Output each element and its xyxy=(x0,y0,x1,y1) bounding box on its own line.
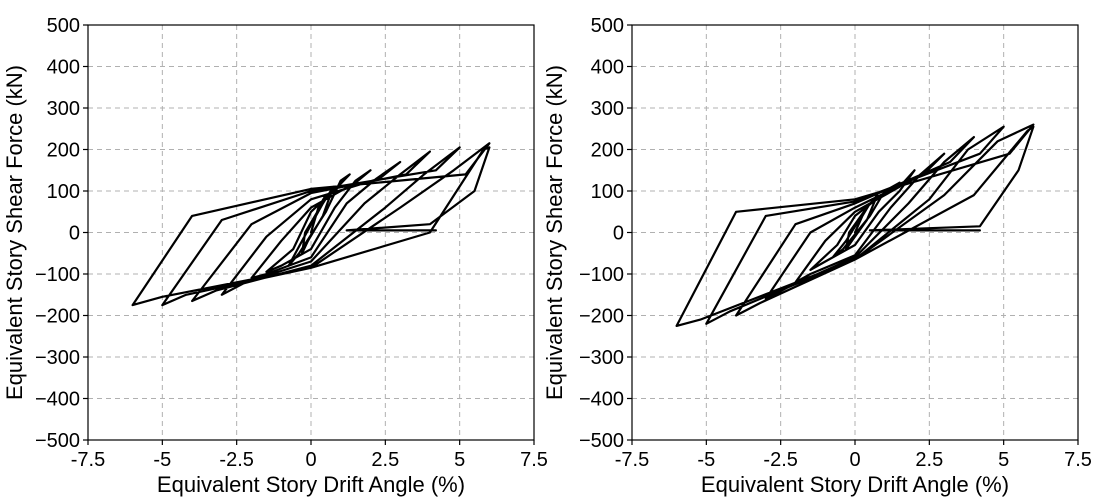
right-chart-panel: -7.5 -5 -2.5 0 2.5 5 7.5 500 400 300 200 100 0 −100 −2… xyxy=(542,15,1092,497)
left-chart-panel: -7.5 -5 -2.5 0 2.5 5 7.5 500 400 300 200 100 0 −100 −2… xyxy=(2,15,548,497)
y-tick-label: 500 xyxy=(47,15,80,37)
y-tick-label: −200 xyxy=(579,306,624,328)
y-tick-label: 200 xyxy=(47,140,80,162)
y-tick-label: −400 xyxy=(579,389,624,411)
x-tick-label: 2.5 xyxy=(371,449,399,471)
x-tick-label: 2.5 xyxy=(915,449,943,471)
y-tick-label: 200 xyxy=(591,140,624,162)
y-tick-label: −200 xyxy=(35,306,80,328)
y-axis-label: Equivalent Story Shear Force (kN) xyxy=(542,65,567,400)
y-tick-label: 300 xyxy=(591,98,624,120)
x-tick-label: -2.5 xyxy=(219,449,253,471)
x-tick-label: -7.5 xyxy=(615,449,649,471)
y-tick-label: 100 xyxy=(47,181,80,203)
x-axis-label: Equivalent Story Drift Angle (%) xyxy=(701,472,1009,497)
x-tick-label: 7.5 xyxy=(520,449,548,471)
x-tick-label: -5 xyxy=(697,449,715,471)
x-tick-label: 0 xyxy=(849,449,860,471)
y-tick-label: −300 xyxy=(579,347,624,369)
x-tick-label: -5 xyxy=(153,449,171,471)
y-tick-label: −500 xyxy=(35,430,80,452)
y-tick-label: 0 xyxy=(69,223,80,245)
y-tick-label: −500 xyxy=(579,430,624,452)
y-tick-label: 500 xyxy=(591,15,624,37)
x-tick-label: 0 xyxy=(305,449,316,471)
x-axis-label: Equivalent Story Drift Angle (%) xyxy=(157,472,465,497)
x-tick-label: 7.5 xyxy=(1064,449,1092,471)
x-tick-label: -2.5 xyxy=(763,449,797,471)
hysteresis-curve xyxy=(675,123,1035,327)
x-tick-label: 5 xyxy=(454,449,465,471)
y-tick-label: −300 xyxy=(35,347,80,369)
y-tick-label: 0 xyxy=(613,223,624,245)
x-tick-label: 5 xyxy=(998,449,1009,471)
y-tick-label: −100 xyxy=(579,264,624,286)
hysteresis-curve xyxy=(131,142,491,307)
y-tick-label: 400 xyxy=(591,57,624,79)
y-tick-label: 300 xyxy=(47,98,80,120)
y-tick-label: 400 xyxy=(47,57,80,79)
y-axis-label: Equivalent Story Shear Force (kN) xyxy=(2,65,27,400)
y-tick-label: 100 xyxy=(591,181,624,203)
y-tick-label: −100 xyxy=(35,264,80,286)
x-tick-label: -7.5 xyxy=(71,449,105,471)
y-tick-label: −400 xyxy=(35,389,80,411)
